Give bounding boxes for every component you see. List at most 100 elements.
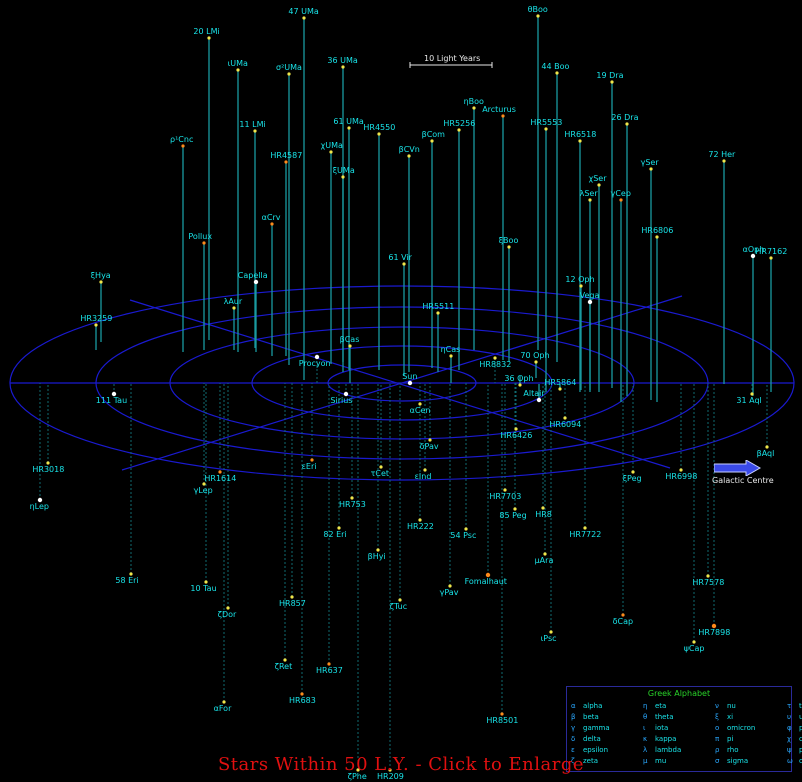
- legend-entry-gamma: γ gamma: [571, 724, 610, 732]
- star-label-12-oph: 12 Oph: [565, 275, 595, 284]
- star-marker-hr4550: [377, 132, 381, 136]
- star-marker-cap: [692, 640, 696, 644]
- legend-entry-alpha: α alpha: [571, 702, 602, 710]
- legend-entry-upsilon: υ upsilon: [787, 713, 802, 721]
- greek-alphabet-legend: Greek Alphabet α alpha β beta γ gamma δ delta ε e…: [566, 686, 802, 772]
- star-marker-26-dra: [625, 122, 629, 126]
- legend-symbol: β: [571, 713, 576, 721]
- star-label-hr222: HR222: [407, 522, 434, 531]
- star-marker-hr8501: [500, 712, 504, 716]
- star-label-85-peg: 85 Peg: [499, 511, 527, 520]
- star-marker-psc: [549, 630, 553, 634]
- legend-letter-name: phi: [799, 724, 802, 732]
- star-marker-hr6806: [655, 235, 659, 239]
- legend-letter-name: delta: [583, 735, 601, 743]
- star-label-hr6806: HR6806: [641, 226, 674, 235]
- star-label-19-dra: 19 Dra: [596, 71, 624, 80]
- legend-entry-eta: η eta: [643, 702, 666, 710]
- enlarge-link[interactable]: Stars Within 50 L.Y. - Click to Enlarge: [217, 754, 585, 775]
- galactic-plane-grid: [9, 285, 795, 481]
- legend-letter-name: omega: [799, 757, 802, 765]
- star-marker-hr222: [418, 518, 422, 522]
- legend-entry-epsilon: ε epsilon: [571, 746, 608, 754]
- legend-entry-iota: ι iota: [643, 724, 668, 732]
- star-label-dor: ζDor: [217, 610, 237, 619]
- star-marker-cas: [449, 354, 453, 358]
- star-marker-ser: [649, 167, 653, 171]
- star-label-capella: Capella: [237, 271, 268, 280]
- grid-axis-diagonal: [121, 295, 683, 471]
- legend-title: Greek Alphabet: [647, 689, 711, 698]
- legend-symbol: π: [715, 735, 720, 743]
- star-marker-ser: [597, 183, 601, 187]
- legend-symbol: ν: [715, 702, 719, 710]
- star-marker-hr6426: [514, 427, 518, 431]
- star-label-procyon: Procyon: [298, 359, 331, 368]
- legend-symbol: ω: [787, 757, 793, 765]
- star-label-72-her: 72 Her: [708, 150, 736, 159]
- star-marker-19-dra: [610, 80, 614, 84]
- star-label-crv: αCrv: [261, 213, 281, 222]
- star-label-phe: ζPhe: [347, 772, 367, 781]
- star-label-hr5511: HR5511: [422, 302, 455, 311]
- legend-symbol: ψ: [787, 746, 792, 754]
- star-label-lep: γLep: [193, 486, 213, 495]
- star-marker-eri: [310, 458, 314, 462]
- star-label-hr4587: HR4587: [270, 151, 303, 160]
- star-label-26-dra: 26 Dra: [611, 113, 639, 122]
- legend-symbol: ι: [643, 724, 646, 732]
- star-label-aql: βAql: [756, 449, 775, 458]
- legend-entry-beta: β beta: [571, 713, 599, 721]
- legend-letter-name: tau: [799, 702, 802, 710]
- star-marker-61-uma: [347, 126, 351, 130]
- star-marker-ind: [423, 468, 427, 472]
- star-marker-peg: [631, 470, 635, 474]
- legend-symbol: τ: [787, 702, 792, 710]
- star-marker-dor: [226, 606, 230, 610]
- star-marker-82-eri: [337, 526, 341, 530]
- star-label-hyi: βHyi: [367, 552, 386, 561]
- legend-letter-name: beta: [583, 713, 599, 721]
- legend-entry-xi: ξ xi: [715, 713, 733, 721]
- star-marker-111-tau: [111, 391, 117, 397]
- star-label-vega: Vega: [579, 291, 600, 300]
- star-label-uma: χUMa: [320, 141, 343, 150]
- star-marker-com: [430, 139, 434, 143]
- legend-letter-name: eta: [655, 702, 667, 710]
- star-marker-boo: [507, 245, 511, 249]
- star-label-hr6998: HR6998: [665, 472, 698, 481]
- star-marker-44-boo: [555, 71, 559, 75]
- legend-entry-mu: μ mu: [643, 757, 666, 765]
- legend-symbol: α: [571, 702, 576, 710]
- star-marker-sirius: [343, 391, 349, 397]
- star-marker-for: [222, 700, 226, 704]
- legend-entry-chi: χ chi: [787, 735, 802, 743]
- legend-entry-omicron: ο omicron: [715, 724, 755, 732]
- legend-symbol: ζ: [571, 757, 575, 765]
- star-marker-boo: [472, 106, 476, 110]
- star-label-hr5256: HR5256: [443, 119, 476, 128]
- legend-symbol: μ: [643, 757, 648, 765]
- star-marker-cep: [619, 198, 623, 202]
- star-marker-hr5553: [544, 127, 548, 131]
- legend-symbol: φ: [787, 724, 792, 732]
- star-marker-10-tau: [204, 580, 208, 584]
- legend-symbol: η: [643, 702, 648, 710]
- scale-bar-label: 10 Light Years: [424, 54, 481, 63]
- star-marker-hr7703: [503, 488, 507, 492]
- star-label-hr8832: HR8832: [479, 360, 512, 369]
- legend-entry-theta: θ theta: [643, 713, 674, 721]
- star-label-10-tau: 10 Tau: [190, 584, 217, 593]
- star-marker-72-her: [722, 159, 726, 163]
- star-label-hr5864: HR5864: [544, 378, 577, 387]
- star-label-aur: λAur: [223, 297, 243, 306]
- legend-entry-pi: π pi: [715, 735, 733, 743]
- legend-letter-name: chi: [799, 735, 802, 743]
- star-label-61-vir: 61 Vir: [388, 253, 412, 262]
- star-marker-capella: [253, 279, 259, 285]
- star-label-arcturus: Arcturus: [482, 105, 516, 114]
- star-label-tuc: ζTuc: [389, 602, 408, 611]
- star-label-hr7722: HR7722: [569, 530, 602, 539]
- star-label-ser: γSer: [640, 158, 659, 167]
